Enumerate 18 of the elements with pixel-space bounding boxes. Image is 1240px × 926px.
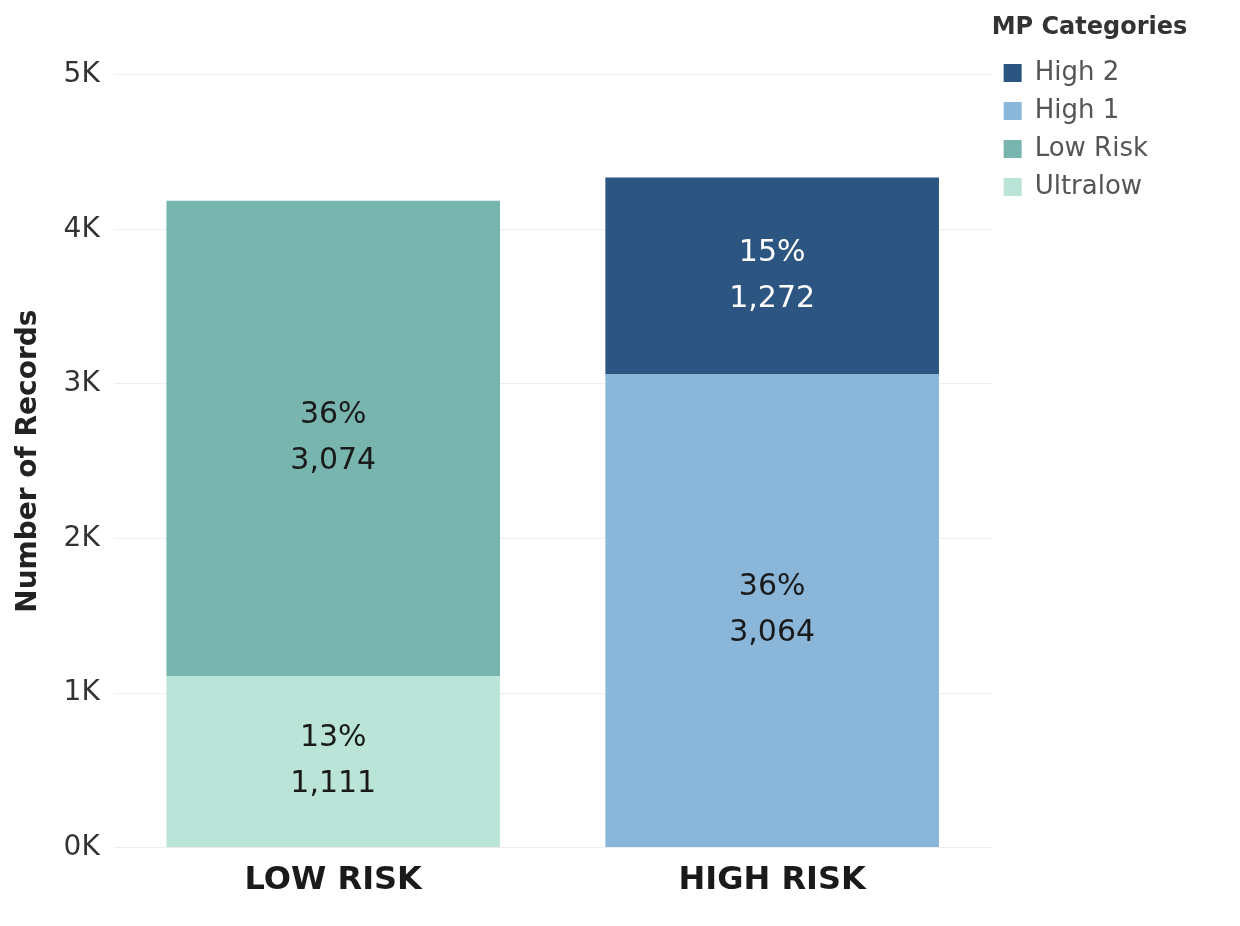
legend-label: Ultralow bbox=[1034, 169, 1143, 200]
x-tick-label: LOW RISK bbox=[244, 859, 424, 898]
data-label: 36% 3,074 bbox=[290, 395, 377, 477]
data-label: 36% 3,064 bbox=[729, 567, 816, 649]
x-tick-label: HIGH RISK bbox=[678, 859, 868, 898]
y-tick-label: 3K bbox=[63, 365, 101, 399]
y-tick-label: 0K bbox=[63, 828, 101, 862]
data-label: 15% 1,272 bbox=[729, 232, 816, 314]
y-tick-label: 4K bbox=[63, 210, 101, 244]
data-label: 13% 1,111 bbox=[290, 718, 377, 800]
y-tick-label: 1K bbox=[63, 674, 101, 708]
legend-label: High 1 bbox=[1034, 93, 1120, 124]
y-tick-label: 2K bbox=[63, 519, 101, 553]
legend-label: High 2 bbox=[1034, 55, 1120, 86]
legend-label: Low Risk bbox=[1034, 131, 1148, 162]
y-tick-label: 5K bbox=[63, 56, 101, 90]
legend-title: MP Categories bbox=[991, 12, 1188, 40]
y-axis-title: Number of Records bbox=[10, 309, 44, 613]
